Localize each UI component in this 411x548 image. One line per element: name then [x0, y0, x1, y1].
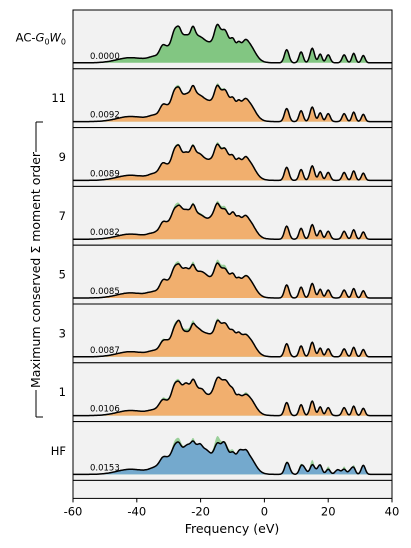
- error-label: 0.0092: [90, 111, 120, 121]
- panel: 0.0082 7: [59, 185, 393, 246]
- error-label: 0.0106: [90, 405, 120, 415]
- row-label: AC-G0W0: [16, 30, 66, 46]
- row-label: 1: [59, 385, 66, 399]
- panel: 0.0085 5: [59, 244, 393, 305]
- panel: 0.0087 3: [59, 303, 393, 364]
- spectrum-area: [73, 320, 392, 357]
- error-label: 0.0085: [90, 287, 120, 297]
- panel: 0.0092 11: [51, 68, 393, 129]
- row-label: 5: [59, 268, 66, 282]
- spectrum-area: [73, 377, 392, 416]
- panel: 0.0000 AC-G0W0: [16, 9, 393, 70]
- error-label: 0.0000: [90, 52, 120, 62]
- spectrum-line: [73, 440, 392, 476]
- spectrum-area: [73, 24, 392, 63]
- bottom-strip: [72, 479, 393, 499]
- spectrum-area: [73, 144, 392, 181]
- error-label: 0.0153: [90, 463, 120, 473]
- x-tick-label: -40: [127, 504, 146, 518]
- y-axis-title-group: Maximum conserved Σ moment order: [28, 121, 43, 418]
- x-tick-label: 20: [321, 504, 336, 518]
- error-label: 0.0087: [90, 346, 120, 356]
- y-axis-title: Maximum conserved Σ moment order: [28, 151, 43, 388]
- panel: 0.0106 1: [59, 362, 393, 423]
- spectrum-line: [73, 262, 392, 299]
- spectrum-line: [73, 143, 392, 182]
- x-tick-label: -20: [191, 504, 210, 518]
- spectrum-line: [73, 23, 392, 64]
- x-tick-label: 40: [385, 504, 400, 518]
- spectrum-line: [73, 376, 392, 417]
- spectrum-area: [73, 263, 392, 298]
- x-axis-title: Frequency (eV): [185, 521, 280, 536]
- spectrum-line: [73, 84, 392, 123]
- error-label: 0.0089: [90, 169, 120, 179]
- spectrum-line: [73, 202, 392, 240]
- row-label: 9: [59, 150, 66, 164]
- x-tick-label: 0: [261, 504, 268, 518]
- row-label: 7: [59, 209, 66, 223]
- row-label: 3: [59, 326, 66, 340]
- x-tick-label: -60: [64, 504, 83, 518]
- panels-group: 0.0000AC-G0W00.0092110.008990.008270.008…: [16, 9, 393, 481]
- row-label: HF: [51, 444, 66, 458]
- spectrum-line: [73, 319, 392, 358]
- panel: 0.0153 HF: [51, 421, 393, 481]
- row-label: 11: [51, 91, 66, 105]
- spectrum-area: [73, 85, 392, 122]
- spectrum-area: [73, 203, 392, 240]
- x-axis: -60 -40 -20 0 20 40: [64, 479, 400, 518]
- error-label: 0.0082: [90, 228, 120, 238]
- panel: 0.0089 9: [59, 127, 393, 187]
- spectrum-area: [73, 441, 392, 475]
